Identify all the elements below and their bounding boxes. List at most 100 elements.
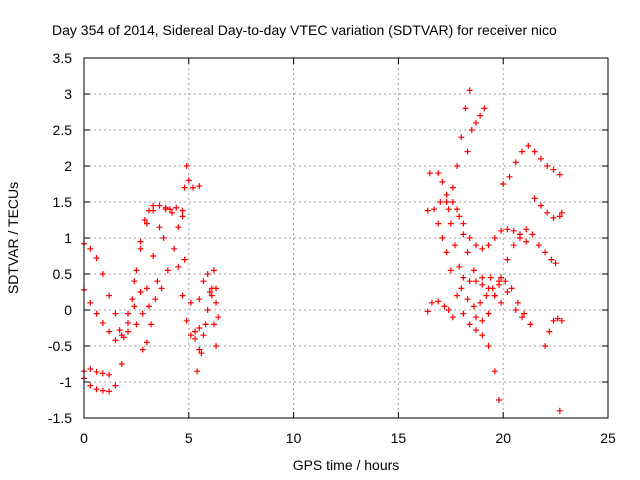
data-point	[464, 148, 471, 155]
data-point	[181, 184, 188, 191]
data-point	[118, 332, 125, 339]
grid	[84, 58, 608, 418]
data-point	[439, 178, 446, 185]
data-point	[99, 387, 106, 394]
data-point	[460, 220, 467, 227]
data-point	[531, 195, 538, 202]
data-point	[181, 256, 188, 263]
data-point	[87, 299, 94, 306]
data-point	[158, 285, 165, 292]
data-point	[200, 332, 207, 339]
y-tick-label: 0.5	[53, 266, 73, 282]
chart-title: Day 354 of 2014, Sidereal Day-to-day VTE…	[52, 22, 557, 38]
y-tick-label: 2.5	[53, 122, 73, 138]
data-point	[550, 214, 557, 221]
data-point	[131, 303, 138, 310]
y-tick-labels: -1.5 -1 -0.5 0 0.5 1 1.5 2 2.5 3 3.5	[48, 50, 72, 426]
data-point	[468, 127, 475, 133]
data-point	[185, 177, 192, 184]
data-point	[173, 204, 180, 211]
data-point	[498, 274, 505, 281]
data-point	[141, 217, 148, 223]
series-arc-b12	[542, 315, 565, 349]
data-point	[470, 267, 477, 274]
x-tick-labels: 0 5 10 15 20 25	[80, 430, 616, 446]
data-point	[183, 163, 190, 169]
data-point	[179, 213, 186, 220]
series-arc-b11	[531, 195, 565, 221]
data-point	[196, 296, 203, 303]
data-point	[435, 170, 442, 177]
series-arc-a7	[143, 206, 220, 353]
data-point	[116, 327, 123, 334]
data-point	[443, 199, 450, 205]
data-point	[483, 292, 490, 299]
data-point	[537, 202, 544, 209]
data-point	[512, 307, 519, 313]
data-point	[477, 299, 484, 306]
data-point	[458, 285, 465, 292]
data-point	[542, 249, 549, 256]
data-point	[523, 226, 530, 233]
data-point	[210, 321, 217, 328]
data-point	[87, 382, 94, 389]
data-point	[472, 242, 479, 249]
data-point	[504, 256, 511, 263]
data-point	[213, 285, 220, 292]
y-tick-label: -1.5	[48, 410, 72, 426]
data-point	[148, 321, 155, 328]
data-point	[196, 346, 203, 353]
data-point	[156, 202, 163, 209]
data-point	[125, 328, 132, 335]
x-tick-label: 25	[600, 430, 616, 446]
series-arc-a5	[139, 204, 186, 353]
data-point	[485, 310, 492, 317]
data-point	[87, 245, 94, 252]
data-point	[485, 242, 492, 249]
data-point	[550, 166, 557, 173]
data-point	[198, 350, 205, 357]
data-point	[479, 281, 486, 288]
data-point	[447, 220, 454, 227]
data-point	[156, 224, 163, 231]
data-point	[435, 220, 442, 227]
data-point	[558, 317, 565, 324]
data-point	[133, 321, 140, 328]
data-point	[93, 255, 100, 262]
data-point	[106, 388, 113, 395]
data-point	[500, 181, 507, 187]
series-outliers	[556, 407, 563, 414]
data-point	[443, 249, 450, 256]
data-point	[125, 310, 132, 317]
series-arc-b4	[445, 87, 473, 213]
data-point	[160, 235, 167, 241]
series-arc-b6	[454, 206, 530, 252]
data-point	[133, 267, 140, 274]
series-arc-a8	[179, 163, 203, 220]
data-point	[479, 332, 486, 339]
data-point	[535, 242, 542, 249]
data-point	[137, 245, 144, 252]
data-point	[112, 382, 119, 389]
data-point	[424, 308, 431, 315]
data-point	[550, 317, 557, 324]
series-arc-b1	[424, 298, 456, 321]
data-point	[460, 231, 467, 238]
data-point	[479, 274, 486, 281]
data-point	[192, 328, 199, 335]
data-point	[556, 213, 563, 220]
data-point	[472, 314, 479, 321]
y-tick-label: 3	[64, 86, 72, 102]
data-point	[169, 209, 176, 216]
data-point	[498, 227, 505, 234]
x-tick-label: 20	[495, 430, 511, 446]
data-point	[472, 278, 479, 285]
data-point	[542, 343, 549, 349]
data-point	[498, 299, 505, 306]
data-point	[544, 209, 551, 216]
data-point	[437, 199, 444, 205]
data-point	[552, 260, 559, 267]
data-point	[510, 242, 517, 249]
data-point	[112, 337, 119, 344]
data-point	[435, 298, 442, 305]
